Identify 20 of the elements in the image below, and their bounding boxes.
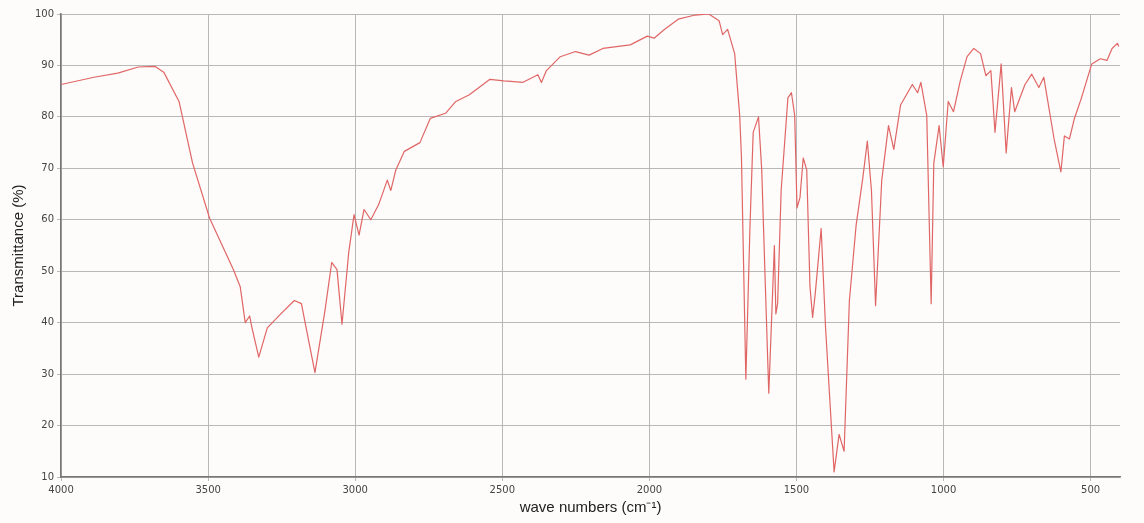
y-axis-title: Transmittance (%) (9, 184, 27, 307)
y-tick-label: 30 (41, 367, 55, 379)
y-tick-label: 90 (41, 59, 55, 71)
y-tick-label: 100 (34, 7, 55, 19)
y-tick-label: 20 (41, 419, 55, 431)
x-tick-label: 500 (1081, 483, 1101, 495)
x-tick-label: 4000 (48, 483, 74, 495)
x-tick-label: 2500 (489, 483, 516, 495)
y-tick-label: 80 (41, 110, 55, 122)
y-tick-label: 10 (41, 470, 55, 482)
x-tick-label: 3000 (342, 483, 368, 495)
x-tick-label: 1500 (783, 483, 810, 495)
y-tick-label: 60 (41, 213, 55, 225)
x-tick-label: 1000 (930, 483, 957, 495)
y-tick-label: 50 (41, 264, 55, 276)
y-tick-label: 70 (41, 161, 55, 173)
x-tick-label: 3500 (195, 483, 221, 495)
x-tick-label: 2000 (636, 483, 663, 495)
x-axis-title: wave numbers (cm⁻¹) (518, 498, 662, 516)
y-tick-label: 40 (41, 316, 55, 328)
